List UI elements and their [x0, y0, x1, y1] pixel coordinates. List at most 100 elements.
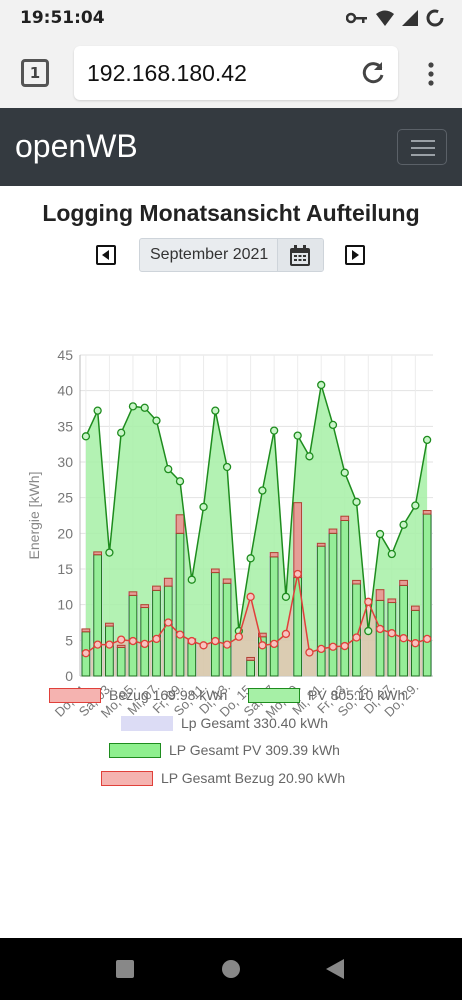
y-tick-label: 45: [57, 347, 73, 363]
legend-item-lp-gesamt-pv[interactable]: LP Gesamt PV 309.39 kWh: [109, 739, 340, 761]
legend-swatch-lp-gesamt-bezug: [101, 770, 153, 786]
status-bar: 19:51:04: [0, 0, 462, 36]
bar-lp-gesamt-bezug: [422, 510, 432, 515]
hamburger-icon: [411, 140, 435, 142]
bar-lp-gesamt-pv: [210, 572, 220, 677]
bezug-point: [317, 644, 326, 654]
tab-switcher-button[interactable]: 1: [21, 59, 49, 87]
brand-logo[interactable]: openWB: [15, 128, 138, 164]
legend-label-lp-gesamt-bezug: LP Gesamt Bezug 20.90 kWh: [161, 770, 346, 786]
bar-lp-gesamt-pv: [246, 659, 255, 677]
reload-icon[interactable]: [360, 60, 386, 86]
bezug-point: [105, 640, 114, 649]
key-icon: [346, 12, 367, 24]
pv-point: [387, 549, 396, 559]
bar-lp-gesamt-bezug: [387, 598, 397, 604]
bezug-point: [140, 639, 149, 649]
y-axis-title: Energie [kWh]: [26, 472, 42, 560]
legend-item-pv[interactable]: PV 805.10 kWh: [248, 684, 405, 706]
bar-lp-gesamt-pv: [340, 519, 350, 677]
page-title: Logging Monatsansicht Aufteilung: [42, 200, 420, 226]
browser-menu-icon[interactable]: [424, 62, 438, 86]
y-tick-label: 35: [57, 418, 73, 434]
legend-label-lp-gesamt: Lp Gesamt 330.40 kWh: [181, 715, 329, 731]
bezug-point: [422, 634, 432, 644]
pv-point: [246, 554, 255, 563]
pv-point: [328, 420, 338, 430]
legend-item-lp-gesamt[interactable]: Lp Gesamt 330.40 kWh: [121, 712, 328, 734]
bezug-point: [152, 634, 161, 644]
bar-lp-gesamt-pv: [105, 625, 114, 677]
bezug-point: [269, 639, 279, 649]
energy-chart: 051015202530354045Do, 01.Sa, 03.Mo, 05.M…: [26, 347, 433, 721]
bar-lp-gesamt-bezug: [81, 628, 91, 633]
navbar-toggle-button[interactable]: [397, 129, 447, 165]
y-tick-label: 20: [57, 525, 73, 541]
bar-lp-gesamt-bezug: [293, 502, 303, 579]
pv-point: [293, 431, 302, 440]
bar-lp-gesamt-pv: [387, 602, 397, 677]
bezug-point: [399, 634, 408, 643]
bar-lp-gesamt-bezug: [163, 577, 173, 587]
pv-point: [422, 435, 432, 445]
pv-point: [128, 402, 138, 411]
bar-lp-gesamt-bezug: [128, 591, 138, 596]
legend-label-bezug: Bezug 169.98 kWh: [109, 687, 228, 703]
y-tick-label: 5: [65, 632, 73, 648]
address-bar[interactable]: 192.168.180.42: [74, 46, 398, 100]
bar-lp-gesamt-pv: [375, 599, 385, 677]
bar-lp-gesamt-bezug: [175, 514, 185, 534]
bar-lp-gesamt-bezug: [316, 542, 326, 547]
pv-point: [222, 462, 232, 472]
bar-lp-gesamt-pv: [175, 532, 185, 677]
wifi-icon: [376, 10, 394, 26]
bar-lp-gesamt-pv: [163, 585, 173, 677]
legend-item-lp-gesamt-bezug[interactable]: LP Gesamt Bezug 20.90 kWh: [101, 767, 345, 789]
pv-point: [399, 520, 408, 529]
legend-swatch-pv: [248, 687, 300, 703]
month-navigation: September 2021: [0, 238, 462, 272]
hamburger-icon: [411, 147, 435, 149]
recents-button[interactable]: [116, 960, 134, 978]
month-picker-field[interactable]: September 2021: [139, 238, 324, 272]
status-time: 19:51:04: [20, 8, 105, 28]
bezug-point: [387, 629, 396, 638]
calendar-button[interactable]: [277, 239, 323, 271]
bezug-point: [175, 630, 185, 639]
bar-lp-gesamt-bezug: [410, 605, 420, 611]
url-text[interactable]: 192.168.180.42: [87, 60, 247, 86]
pv-point: [305, 452, 314, 461]
legend-swatch-lp-gesamt: [121, 715, 173, 731]
next-month-button[interactable]: [345, 245, 365, 265]
bar-lp-gesamt-pv: [93, 554, 103, 677]
bezug-point: [340, 641, 349, 651]
bar-lp-gesamt-pv: [222, 582, 232, 677]
bezug-point: [258, 641, 267, 650]
bezug-point: [364, 597, 373, 606]
month-input[interactable]: September 2021: [150, 246, 269, 263]
pv-point: [105, 548, 114, 557]
previous-month-button[interactable]: [96, 245, 116, 265]
pv-point: [199, 502, 208, 512]
pv-point: [187, 575, 196, 584]
app-navbar: openWB: [0, 108, 462, 186]
home-button[interactable]: [222, 960, 240, 978]
legend-item-bezug[interactable]: Bezug 169.98 kWh: [49, 684, 227, 706]
bezug-point: [246, 592, 255, 601]
system-navigation-bar: [0, 938, 462, 1000]
bezug-point: [211, 636, 220, 646]
pv-point: [411, 501, 420, 510]
bezug-point: [117, 635, 126, 644]
bar-lp-gesamt-pv: [328, 532, 338, 677]
y-tick-label: 0: [65, 668, 73, 684]
bezug-point: [375, 624, 385, 634]
pv-point: [152, 416, 161, 425]
pv-point: [175, 477, 185, 486]
bar-lp-gesamt-pv: [128, 594, 138, 677]
bezug-point: [411, 639, 420, 648]
bar-lp-gesamt-bezug: [246, 656, 255, 661]
bar-lp-gesamt-pv: [316, 545, 326, 677]
back-button[interactable]: [326, 959, 344, 979]
pv-point: [281, 592, 291, 601]
bezug-point: [222, 640, 232, 649]
